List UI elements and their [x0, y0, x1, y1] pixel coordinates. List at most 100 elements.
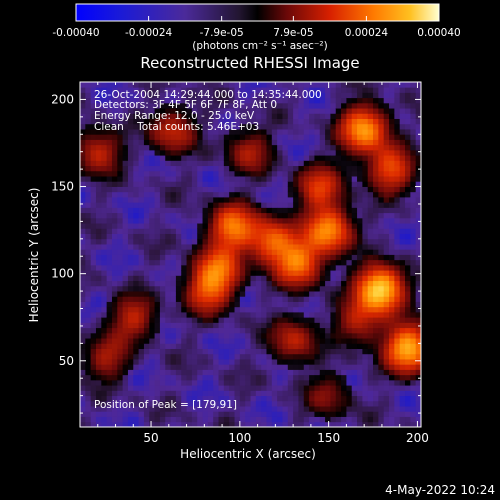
heatmap-cell — [373, 364, 379, 370]
heatmap-cell — [389, 390, 395, 397]
heatmap-cell — [95, 369, 102, 376]
heatmap-cell — [165, 134, 171, 140]
heatmap-cell — [415, 102, 421, 109]
heatmap-cell — [293, 197, 299, 203]
heatmap-cell — [255, 353, 262, 360]
heatmap-cell — [298, 264, 305, 271]
heatmap-cell — [122, 123, 129, 130]
heatmap-cell — [106, 134, 113, 140]
heatmap-cell — [399, 223, 406, 229]
heatmap-cell — [181, 149, 187, 156]
heatmap-cell — [378, 416, 385, 423]
heatmap-cell — [383, 249, 390, 255]
heatmap-cell — [239, 181, 246, 187]
heatmap-cell — [207, 332, 214, 339]
heatmap-cell — [271, 353, 278, 360]
heatmap-cell — [154, 259, 161, 266]
heatmap-cell — [287, 348, 294, 355]
heatmap-cell — [133, 118, 140, 125]
heatmap-cell — [175, 296, 182, 302]
heatmap-cell — [325, 353, 331, 360]
heatmap-cell — [357, 134, 363, 140]
heatmap-cell — [95, 197, 102, 203]
heatmap-cell — [159, 217, 166, 224]
heatmap-cell — [186, 306, 193, 313]
heatmap-cell — [383, 123, 390, 130]
heatmap-cell — [255, 359, 262, 365]
heatmap-cell — [101, 249, 108, 255]
heatmap-cell — [138, 249, 145, 255]
heatmap-cell — [117, 92, 124, 99]
heatmap-cell — [143, 411, 150, 417]
heatmap-cell — [213, 191, 219, 198]
heatmap-cell — [282, 181, 289, 187]
heatmap-cell — [362, 102, 369, 109]
heatmap-cell — [90, 244, 97, 250]
heatmap-cell — [309, 186, 315, 193]
heatmap-cell — [261, 217, 267, 224]
heatmap-cell — [303, 165, 310, 172]
heatmap-cell — [351, 144, 358, 151]
heatmap-cell — [399, 306, 406, 313]
heatmap-cell — [90, 238, 97, 245]
heatmap-cell — [127, 207, 134, 214]
heatmap-cell — [165, 212, 171, 219]
heatmap-cell — [143, 223, 150, 229]
heatmap-cell — [122, 155, 129, 161]
heatmap-cell — [325, 134, 331, 140]
heatmap-cell — [261, 369, 267, 376]
heatmap-cell — [133, 254, 140, 261]
heatmap-cell — [245, 97, 251, 104]
heatmap-cell — [319, 181, 326, 187]
heatmap-cell — [319, 87, 326, 93]
heatmap-cell — [282, 197, 289, 203]
heatmap-cell — [170, 254, 177, 261]
heatmap-cell — [122, 369, 129, 376]
heatmap-cell — [261, 97, 267, 104]
heatmap-cell — [133, 332, 140, 339]
heatmap-cell — [309, 306, 315, 313]
heatmap-cell — [341, 155, 347, 161]
heatmap-cell — [95, 207, 102, 214]
heatmap-cell — [319, 202, 326, 208]
heatmap-cell — [261, 291, 267, 297]
heatmap-cell — [271, 170, 278, 177]
heatmap-cell — [293, 181, 299, 187]
heatmap-cell — [191, 411, 198, 417]
heatmap-cell — [303, 312, 310, 318]
heatmap-cell — [357, 264, 363, 271]
heatmap-cell — [122, 207, 129, 214]
heatmap-cell — [287, 369, 294, 376]
heatmap-cell — [186, 186, 193, 193]
heatmap-cell — [383, 379, 390, 386]
heatmap-cell — [175, 129, 182, 135]
heatmap-cell — [234, 197, 241, 203]
heatmap-cell — [202, 353, 209, 360]
heatmap-cell — [234, 280, 241, 287]
heatmap-cell — [106, 87, 113, 93]
heatmap-cell — [159, 244, 166, 250]
heatmap-cell — [80, 291, 86, 297]
heatmap-cell — [175, 134, 182, 140]
heatmap-cell — [271, 296, 278, 302]
heatmap-cell — [111, 176, 118, 182]
heatmap-cell — [405, 327, 411, 334]
heatmap-cell — [170, 123, 177, 130]
heatmap-cell — [149, 176, 155, 182]
heatmap-cell — [362, 202, 369, 208]
heatmap-cell — [90, 160, 97, 167]
heatmap-cell — [218, 280, 225, 287]
heatmap-cell — [239, 197, 246, 203]
heatmap-cell — [186, 327, 193, 334]
heatmap-cell — [282, 369, 289, 376]
heatmap-cell — [351, 296, 358, 302]
heatmap-cell — [415, 113, 421, 119]
heatmap-cell — [170, 191, 177, 198]
heatmap-cell — [314, 343, 321, 349]
heatmap-cell — [362, 395, 369, 402]
heatmap-cell — [394, 249, 401, 255]
heatmap-cell — [197, 155, 203, 161]
heatmap-cell — [261, 87, 267, 93]
heatmap-cell — [282, 400, 289, 407]
heatmap-cell — [293, 217, 299, 224]
